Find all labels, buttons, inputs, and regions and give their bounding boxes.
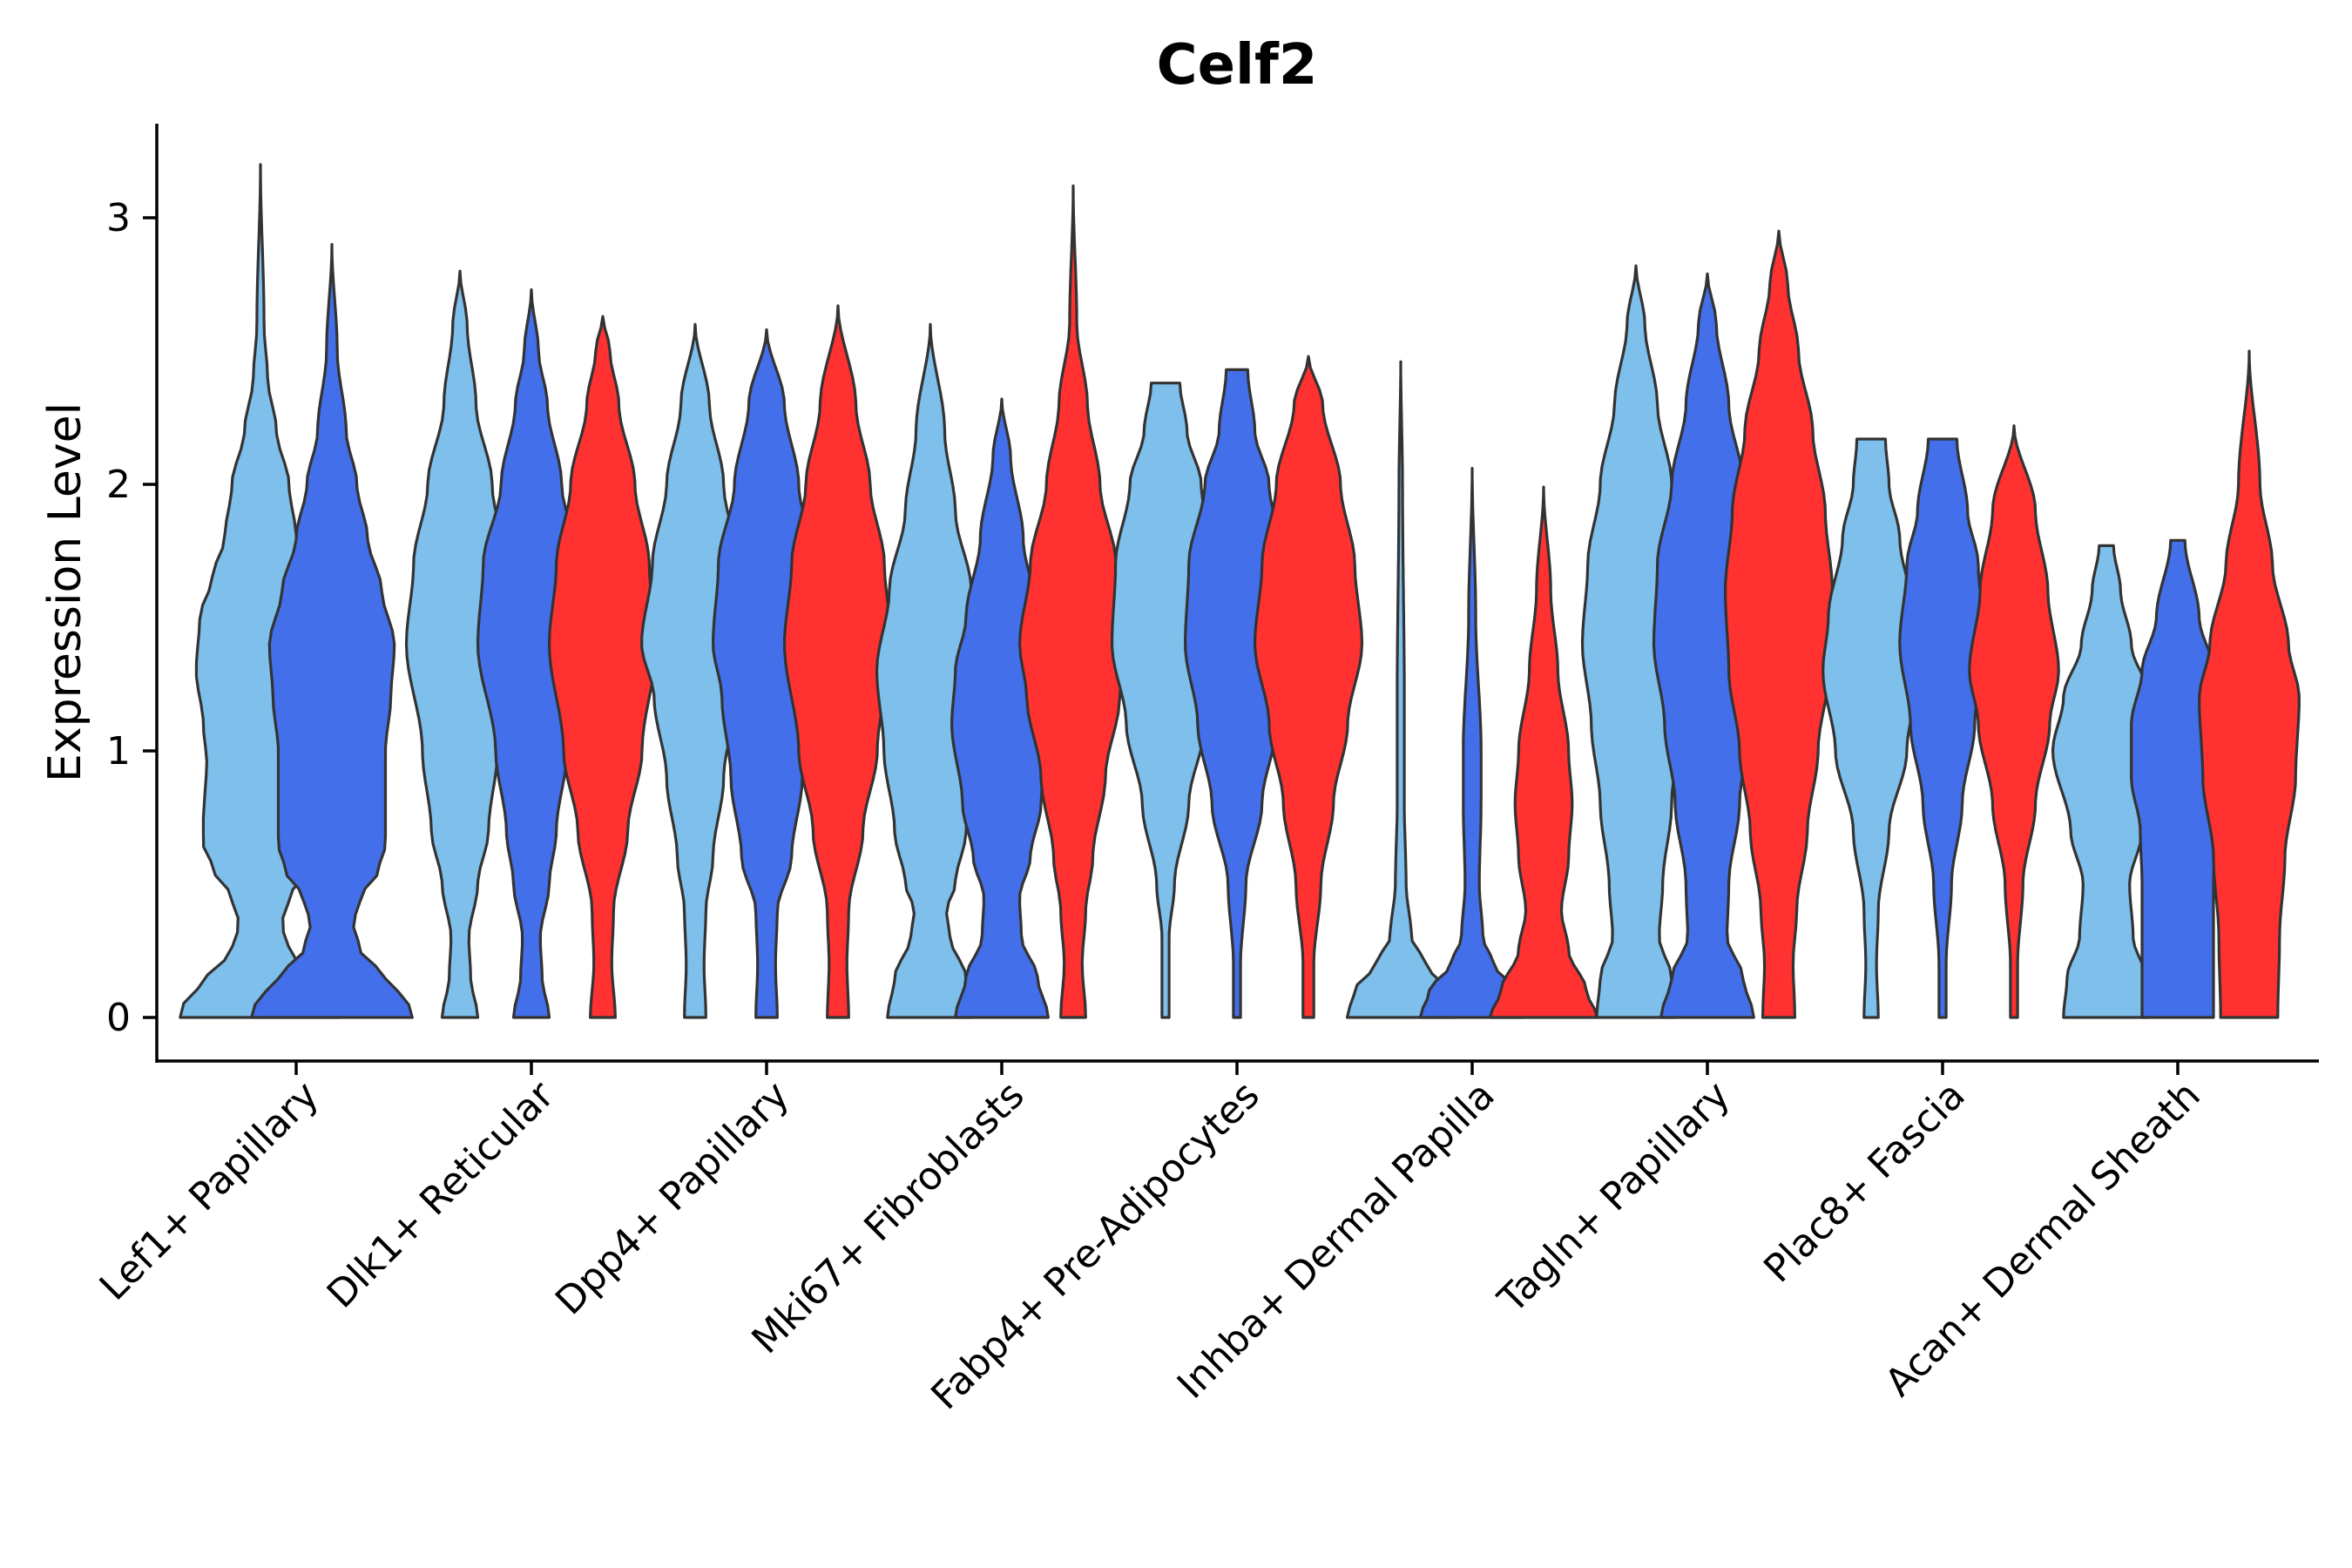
y-ticks: 0 1 2 3 — [106, 196, 157, 1040]
violin-1-2 — [250, 243, 414, 1019]
violin-2-3 — [547, 314, 659, 1019]
violin-7-3 — [1724, 229, 1834, 1019]
x-tick-label: Plac8+ Fascia — [1755, 1073, 1974, 1292]
violin-8-3 — [1968, 424, 2060, 1019]
y-tick-label: 0 — [106, 996, 131, 1040]
x-tick-label: Dlk1+ Reticular — [319, 1072, 564, 1317]
violin-9-3 — [2198, 349, 2301, 1019]
violin-6-1 — [1345, 360, 1456, 1019]
y-axis-label: Expression Level — [39, 402, 91, 782]
x-tick-label: Tagln+ Papillary — [1490, 1073, 1739, 1322]
violin-6-2 — [1418, 467, 1526, 1019]
violin-3-2 — [712, 328, 821, 1019]
violin-5-2 — [1184, 368, 1290, 1019]
x-tick-label: Lef1+ Papillary — [91, 1073, 328, 1309]
violin-8-1 — [1821, 437, 1921, 1019]
y-tick-label: 1 — [106, 729, 131, 774]
violin-2-2 — [476, 288, 587, 1019]
chart-title: Celf2 — [1157, 33, 1318, 98]
violin-4-3 — [1017, 184, 1129, 1019]
violin-8-2 — [1898, 437, 1987, 1019]
violin-3-3 — [783, 304, 893, 1019]
violin-9-1 — [2051, 544, 2162, 1019]
violin-6-3 — [1488, 485, 1599, 1019]
violin-4-2 — [950, 397, 1053, 1019]
violin-5-3 — [1253, 355, 1364, 1019]
x-tick-label: Dpp4+ Papillary — [547, 1073, 798, 1324]
violin-3-1 — [640, 322, 750, 1019]
y-tick-label: 2 — [106, 463, 131, 507]
violin-2-1 — [404, 269, 516, 1019]
violin-layer — [179, 163, 2301, 1019]
y-tick-label: 3 — [106, 196, 131, 240]
